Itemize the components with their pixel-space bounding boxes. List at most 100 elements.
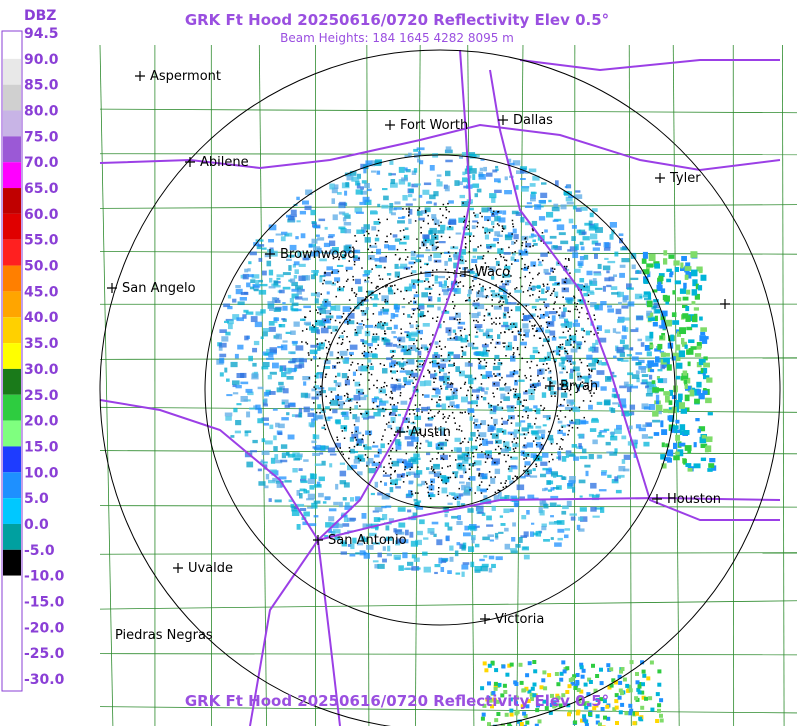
echo xyxy=(549,235,557,239)
echo xyxy=(645,335,653,342)
echo xyxy=(627,372,634,376)
echo xyxy=(427,528,435,534)
echo xyxy=(577,261,584,266)
echo xyxy=(441,457,443,459)
echo xyxy=(329,453,337,456)
echo xyxy=(538,290,541,292)
echo xyxy=(436,431,439,433)
echo xyxy=(691,301,696,305)
echo xyxy=(681,373,689,380)
echo xyxy=(354,381,361,387)
echo xyxy=(591,369,593,371)
echo xyxy=(260,309,266,314)
echo xyxy=(692,315,698,323)
echo xyxy=(432,359,437,365)
echo xyxy=(504,384,506,386)
echo xyxy=(480,287,484,292)
echo xyxy=(484,454,492,459)
echo xyxy=(464,381,467,384)
echo xyxy=(255,311,264,316)
echo xyxy=(408,409,411,411)
echo xyxy=(572,486,576,493)
echo xyxy=(551,267,554,270)
echo xyxy=(397,220,405,224)
echo xyxy=(415,475,420,478)
echo xyxy=(441,476,450,482)
echo xyxy=(374,242,377,245)
echo xyxy=(432,363,440,368)
echo xyxy=(469,489,471,491)
echo xyxy=(352,246,354,249)
echo xyxy=(312,434,317,440)
echo xyxy=(257,386,264,390)
echo xyxy=(475,319,478,322)
echo xyxy=(508,246,510,249)
echo xyxy=(684,274,689,280)
echo xyxy=(348,320,355,325)
echo xyxy=(367,248,369,251)
echo xyxy=(617,695,622,700)
echo xyxy=(540,252,548,257)
echo xyxy=(474,154,480,158)
echo xyxy=(541,232,544,234)
echo xyxy=(499,305,501,308)
echo xyxy=(384,322,386,324)
echo xyxy=(430,373,436,379)
echo xyxy=(507,431,514,435)
echo xyxy=(636,315,644,320)
echo xyxy=(395,486,401,489)
echo xyxy=(408,194,413,198)
echo xyxy=(438,345,441,347)
echo xyxy=(386,553,392,557)
echo xyxy=(535,435,541,441)
echo xyxy=(556,349,560,356)
echo xyxy=(375,466,378,469)
echo xyxy=(355,369,358,372)
echo xyxy=(558,429,561,431)
echo xyxy=(571,225,577,229)
echo xyxy=(499,317,501,319)
echo xyxy=(537,273,539,276)
echo xyxy=(582,236,590,241)
echo xyxy=(521,405,524,407)
echo xyxy=(433,191,439,197)
echo xyxy=(341,332,344,334)
echo xyxy=(570,384,572,387)
echo xyxy=(484,453,486,455)
echo xyxy=(523,714,528,718)
echo xyxy=(595,227,603,233)
echo xyxy=(409,413,411,415)
echo xyxy=(594,358,598,363)
echo xyxy=(683,458,687,465)
echo xyxy=(400,400,408,405)
echo xyxy=(432,387,439,390)
legend-label: -30.0 xyxy=(24,672,65,688)
echo xyxy=(530,261,537,267)
echo xyxy=(528,235,534,239)
echo xyxy=(253,340,260,346)
echo xyxy=(481,374,488,379)
echo xyxy=(556,311,558,313)
echo xyxy=(373,384,375,387)
echo xyxy=(655,404,663,411)
echo xyxy=(547,340,550,342)
echo xyxy=(510,456,512,458)
echo xyxy=(496,434,498,437)
echo xyxy=(400,328,402,330)
echo xyxy=(314,381,317,383)
echo xyxy=(587,317,589,320)
city-label: Victoria xyxy=(495,612,544,627)
echo xyxy=(377,229,380,232)
echo xyxy=(255,239,264,242)
echo xyxy=(696,389,702,395)
echo xyxy=(605,441,611,446)
echo xyxy=(314,434,320,440)
echo xyxy=(389,440,392,442)
echo xyxy=(426,348,429,350)
echo xyxy=(485,697,490,702)
echo xyxy=(349,517,357,521)
echo xyxy=(532,229,534,231)
echo xyxy=(597,263,602,270)
echo xyxy=(361,364,364,366)
echo xyxy=(482,268,484,270)
